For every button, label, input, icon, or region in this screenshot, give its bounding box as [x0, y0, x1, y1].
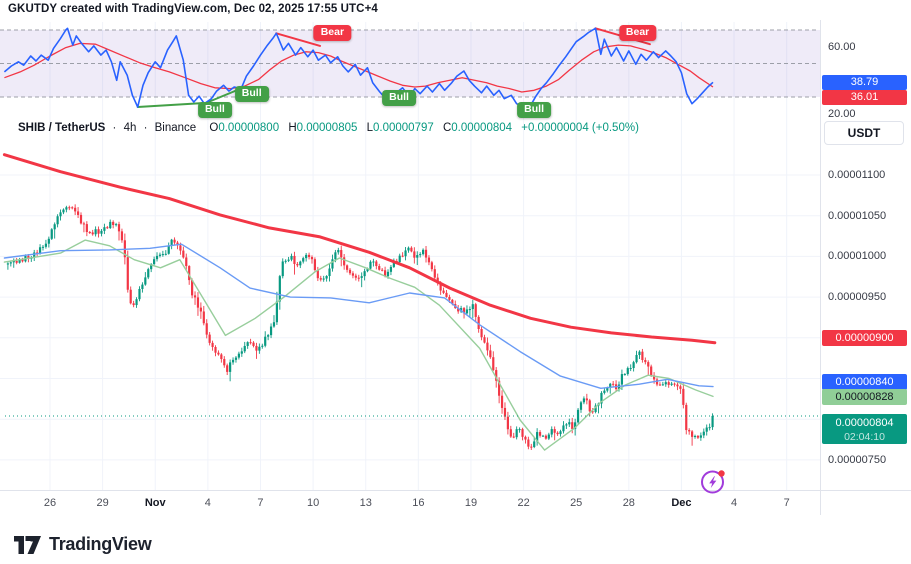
moving-average-line[interactable] — [3, 239, 714, 451]
time-axis[interactable]: 26 29 Nov 4 7 10 13 16 19 22 25 28 Dec 4 7 — [0, 490, 911, 516]
time-tick-label: 7 — [783, 497, 790, 509]
time-tick-label: 22 — [517, 497, 530, 509]
rsi-series-ma[interactable] — [4, 42, 714, 93]
time-tick-label: 7 — [257, 497, 264, 509]
time-tick-label: 4 — [204, 497, 211, 509]
symbol-name[interactable]: SHIB / TetherUS — [18, 122, 106, 134]
last-price-countdown-badge: 0.00000804 02:04:10 — [822, 414, 907, 444]
time-tick-label: 25 — [570, 497, 583, 509]
tradingview-logo-icon — [14, 536, 41, 554]
price-badge: 0.00000900 — [822, 329, 907, 346]
moving-average-line[interactable] — [2, 153, 717, 345]
close-value: 0.00000804 — [451, 122, 513, 134]
moving-average-line[interactable] — [3, 243, 714, 389]
separator-dot: · — [143, 122, 148, 134]
rsi-value-badge: 38.79 — [822, 75, 907, 90]
time-tick-label: Dec — [671, 497, 692, 509]
flash-events-icon[interactable] — [699, 467, 727, 495]
tradingview-logo-text: TradingView — [49, 534, 152, 554]
candlestick-plot[interactable] — [0, 120, 820, 490]
open-value: 0.00000800 — [218, 122, 280, 134]
price-axis-label: 0.00001000 — [828, 250, 887, 263]
price-axis-label: 0.00001050 — [828, 209, 887, 222]
rsi-indicator-pane[interactable]: Bull Bull Bear Bull Bull Bear — [0, 22, 820, 120]
bull-marker-label[interactable]: Bull — [382, 89, 416, 106]
low-value: 0.00000797 — [373, 122, 434, 134]
bear-marker-label[interactable]: Bear — [313, 25, 352, 42]
bull-marker-label[interactable]: Bull — [517, 102, 552, 119]
low-label: L — [366, 122, 373, 134]
price-axis-label: 0.00000750 — [828, 453, 887, 466]
bull-marker-label[interactable]: Bull — [197, 102, 232, 119]
price-axis-border — [820, 20, 821, 515]
attribution-watermark: GKUTDY created with TradingView.com, Dec… — [8, 3, 378, 15]
time-tick-label: 10 — [306, 497, 320, 509]
time-tick-label: 19 — [464, 497, 478, 509]
change-value: +0.00000004 (+0.50%) — [521, 122, 639, 134]
separator-dot: · — [112, 122, 117, 134]
notification-dot — [718, 470, 725, 477]
bull-marker-label[interactable]: Bull — [234, 85, 269, 102]
tradingview-logo[interactable]: TradingView — [14, 534, 152, 555]
close-label: C — [442, 122, 452, 134]
time-tick-label: Nov — [144, 497, 166, 509]
price-badge: 0.00000840 — [822, 373, 907, 390]
time-tick-label: 4 — [730, 497, 738, 509]
bear-marker-label[interactable]: Bear — [618, 24, 657, 41]
time-tick-label: 28 — [622, 497, 635, 509]
high-label: H — [288, 122, 297, 134]
rsi-plot[interactable] — [0, 22, 820, 120]
rsi-series-line[interactable] — [3, 27, 714, 110]
price-badge: 0.00000828 — [822, 389, 907, 406]
time-tick-label: 13 — [359, 497, 372, 509]
price-axis-label: 0.00001100 — [828, 169, 886, 181]
currency-toggle-button[interactable]: USDT — [824, 121, 904, 145]
time-tick-label: 26 — [43, 497, 57, 509]
time-tick-label: 29 — [96, 497, 109, 509]
candles — [6, 204, 714, 451]
price-axis-label: 0.00000950 — [828, 291, 887, 304]
rsi-value-badge: 36.01 — [822, 90, 907, 105]
rsi-axis-label: 20.00 — [828, 107, 856, 120]
lightning-bolt-icon — [709, 476, 717, 488]
price-chart-pane[interactable] — [0, 120, 820, 490]
time-tick-label: 16 — [412, 497, 425, 509]
rsi-axis-label: 60.00 — [828, 40, 856, 53]
open-label: O — [209, 122, 219, 134]
interval-label[interactable]: 4h — [123, 122, 137, 134]
divergence-trendline[interactable] — [275, 32, 322, 47]
exchange-label: Binance — [154, 122, 197, 134]
symbol-ohlc-line: SHIB / TetherUS · 4h · Binance O0.000008… — [18, 122, 639, 134]
high-value: 0.00000805 — [296, 122, 358, 134]
